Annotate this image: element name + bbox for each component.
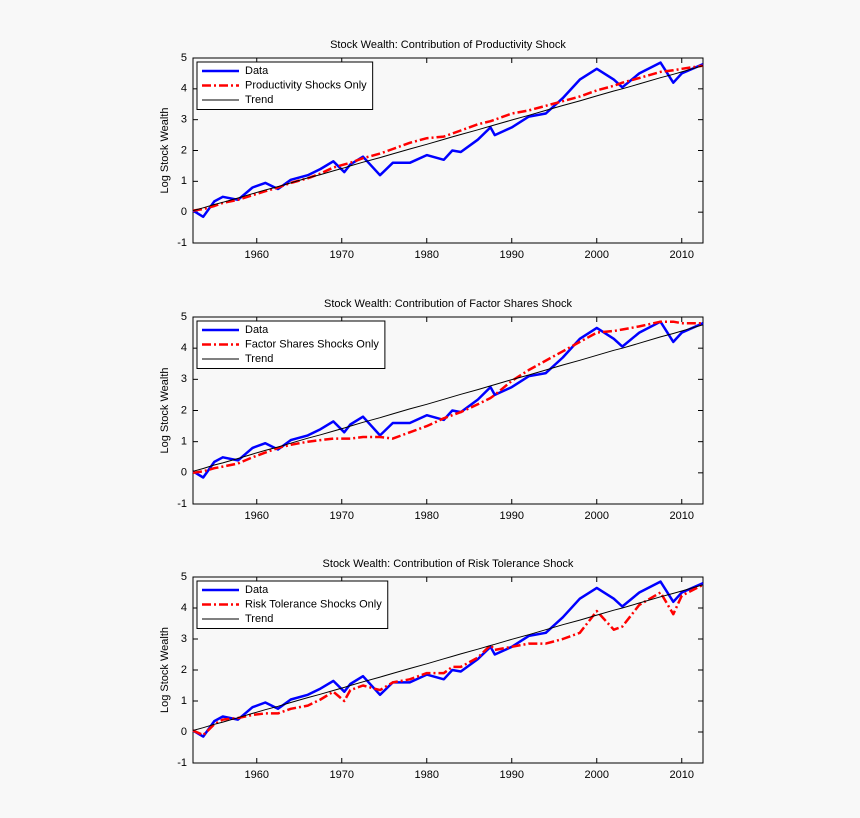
y-tick-label: 3 [181,373,187,385]
y-tick-label: 3 [181,633,187,645]
y-axis-label: Log Stock Wealth [159,367,171,453]
legend-label: Productivity Shocks Only [245,79,367,91]
series-line [192,64,704,212]
x-tick-label: 1990 [500,249,524,261]
x-tick-label: 1960 [245,769,269,781]
y-axis-label: Log Stock Wealth [159,107,171,193]
legend-label: Data [245,584,269,596]
x-tick-label: 2000 [585,249,609,261]
x-tick-label: 1970 [330,510,354,522]
y-tick-label: 4 [181,83,187,95]
legend-label: Trend [245,94,273,106]
y-tick-label: 5 [181,311,187,323]
chart-title: Stock Wealth: Contribution of Risk Toler… [323,558,574,570]
y-tick-label: 2 [181,404,187,416]
y-tick-label: 0 [181,467,187,479]
x-tick-label: 1990 [500,510,524,522]
legend-label: Data [245,65,269,77]
y-tick-label: 5 [181,571,187,583]
x-tick-label: 1980 [415,510,439,522]
series-line [192,584,704,731]
chart-title: Stock Wealth: Contribution of Productivi… [330,39,566,51]
series-line [192,324,704,472]
y-tick-label: 0 [181,206,187,218]
x-tick-label: 1970 [330,249,354,261]
legend-label: Factor Shares Shocks Only [245,338,379,350]
y-tick-label: 3 [181,114,187,126]
y-tick-label: 2 [181,144,187,156]
x-tick-label: 2000 [585,510,609,522]
y-tick-label: -1 [177,757,187,769]
x-tick-label: 2010 [670,249,694,261]
y-tick-label: 4 [181,602,187,614]
y-tick-label: 4 [181,342,187,354]
x-tick-label: 1990 [500,769,524,781]
x-tick-label: 2000 [585,769,609,781]
y-tick-label: -1 [177,237,187,249]
x-tick-label: 1960 [245,249,269,261]
y-tick-label: 1 [181,436,187,448]
y-tick-label: 0 [181,726,187,738]
series-line [192,583,704,737]
series-line [192,320,703,475]
x-tick-label: 1980 [415,249,439,261]
legend-label: Data [245,324,269,336]
series-line [192,320,704,479]
x-tick-label: 1970 [330,769,354,781]
legend-label: Trend [245,353,273,365]
chart-title: Stock Wealth: Contribution of Factor Sha… [324,298,573,310]
series-line [192,61,704,219]
series-line [192,580,704,738]
y-tick-label: 1 [181,695,187,707]
legend-label: Risk Tolerance Shocks Only [245,598,382,610]
x-tick-label: 1960 [245,510,269,522]
series-line [192,65,704,212]
x-tick-label: 2010 [670,769,694,781]
legend-label: Trend [245,613,273,625]
y-tick-label: -1 [177,498,187,510]
x-tick-label: 2010 [670,510,694,522]
y-tick-label: 5 [181,52,187,64]
y-tick-label: 2 [181,664,187,676]
y-tick-label: 1 [181,175,187,187]
y-axis-label: Log Stock Wealth [159,627,171,713]
x-tick-label: 1980 [415,769,439,781]
